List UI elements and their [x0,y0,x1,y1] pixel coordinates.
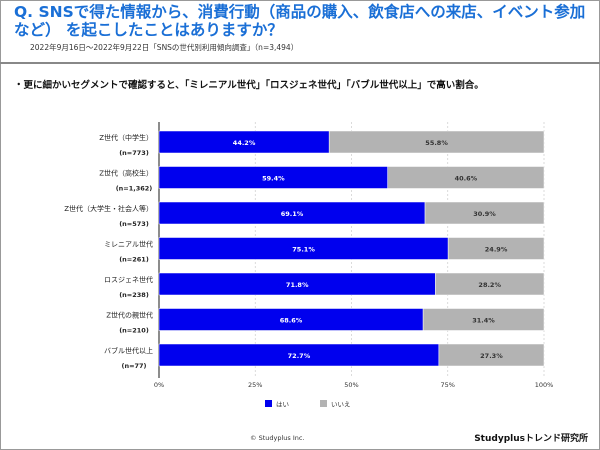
category-label: Z世代（高校生） [99,169,153,178]
category-label: ミレニアル世代 [104,240,153,249]
category-label: Z世代（中学生） [99,133,153,142]
sample-size-label: (n=77) [121,362,146,370]
question-title: Q. SNSで得た情報から、消費行動（商品の購入、飲食店への来店、イベント参加な… [14,3,586,39]
data-label: 71.8% [286,281,309,289]
x-tick-label: 50% [344,381,358,389]
bar-no [424,201,545,225]
x-tick-label: 100% [535,381,554,389]
bar-no [387,166,545,189]
data-label: 28.2% [478,281,501,289]
data-label: 72.7% [288,352,311,360]
bar-no [447,237,545,260]
bar-no [435,272,545,296]
x-tick-label: 75% [441,381,455,389]
sample-size-label: (n=573) [119,220,149,228]
copyright: © Studyplus Inc. [250,434,305,442]
legend-label: はい [276,401,289,409]
x-tick-label: 25% [248,381,262,389]
sample-size-label: (n=261) [119,256,149,264]
sample-size-label: (n=238) [119,291,149,299]
sample-size-label: (n=1,362) [116,185,153,193]
bar-no [328,130,545,154]
divider [0,62,600,64]
legend-swatch [265,400,272,407]
category-label: Z世代の親世代 [106,311,153,320]
data-label: 24.9% [485,246,508,254]
bar-no [422,308,545,331]
data-label: 68.6% [280,317,303,325]
data-label: 59.4% [262,175,285,183]
survey-subtitle: 2022年9月16日～2022年9月22日「SNSの世代別利用傾向調査」（n=3… [30,43,299,52]
category-label: Z世代（大学生・社会人等） [64,204,153,213]
data-label: 27.3% [480,352,503,360]
data-label: 44.2% [233,139,256,147]
brand-logo: Studyplusトレンド研究所 [474,434,588,444]
data-label: 75.1% [292,246,315,254]
category-label: バブル世代以上 [104,346,153,355]
legend-label: いいえ [331,401,351,409]
data-label: 55.8% [425,139,448,147]
data-label: 40.6% [455,175,478,183]
data-label: 69.1% [281,210,304,218]
sample-size-label: (n=210) [119,327,149,335]
bar-no [438,343,545,367]
category-label: ロスジェネ世代 [104,275,153,284]
data-label: 30.9% [473,210,496,218]
data-label: 31.4% [472,317,495,325]
sample-size-label: (n=773) [119,149,149,157]
lead-text: ・更に細かいセグメントで確認すると、「ミレニアル世代」「ロスジェネ世代」「バブル… [14,80,484,91]
x-tick-label: 0% [154,381,164,389]
legend-swatch [320,400,327,407]
